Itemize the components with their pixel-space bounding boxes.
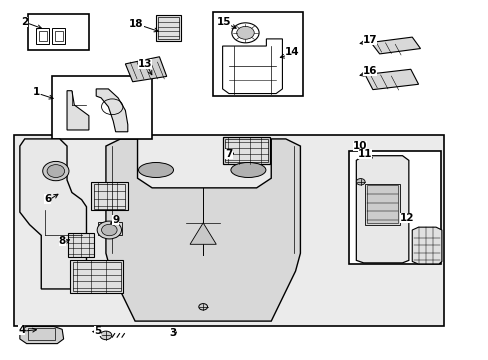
Text: 6: 6 [44, 194, 51, 203]
Text: 11: 11 [357, 149, 371, 159]
Circle shape [47, 165, 64, 177]
Text: 8: 8 [59, 237, 66, 247]
Bar [98, 222, 122, 235]
Text: 3: 3 [168, 328, 176, 338]
Bar [39, 31, 46, 41]
Text: 2: 2 [21, 17, 28, 27]
Bar [158, 17, 179, 39]
Polygon shape [356, 156, 408, 263]
Bar [366, 185, 397, 223]
Ellipse shape [230, 162, 265, 177]
Circle shape [100, 331, 112, 340]
Text: 10: 10 [352, 141, 366, 151]
Circle shape [97, 221, 121, 239]
Circle shape [102, 224, 117, 236]
Bar [91, 182, 127, 210]
Bar [348, 152, 441, 264]
Bar [73, 262, 120, 291]
Circle shape [42, 161, 69, 181]
Bar [365, 184, 399, 225]
Bar [28, 328, 55, 340]
Bar [156, 15, 181, 41]
Ellipse shape [138, 162, 173, 177]
Bar [14, 135, 443, 327]
Polygon shape [20, 139, 86, 289]
Bar [212, 12, 302, 96]
Text: 17: 17 [362, 35, 376, 45]
Polygon shape [411, 227, 441, 264]
Polygon shape [20, 327, 63, 343]
Text: 13: 13 [137, 59, 152, 69]
Bar [55, 31, 62, 41]
Text: 9: 9 [112, 215, 119, 225]
Text: 5: 5 [94, 326, 101, 336]
Polygon shape [365, 69, 418, 90]
Text: 14: 14 [284, 47, 299, 57]
Bar [68, 233, 94, 257]
Polygon shape [96, 89, 127, 132]
Polygon shape [106, 139, 300, 321]
Bar [28, 14, 89, 50]
Bar [70, 260, 122, 293]
Text: 18: 18 [129, 18, 143, 28]
Bar [52, 28, 65, 44]
Bar [94, 184, 125, 208]
Bar [36, 28, 49, 44]
Circle shape [199, 303, 207, 310]
Polygon shape [125, 57, 166, 82]
Bar [222, 137, 270, 164]
Text: 16: 16 [362, 66, 376, 76]
Circle shape [236, 26, 254, 39]
Polygon shape [190, 223, 216, 244]
Text: 1: 1 [33, 87, 40, 98]
Text: 15: 15 [216, 17, 231, 27]
Polygon shape [67, 91, 89, 130]
Polygon shape [370, 37, 420, 54]
Text: 4: 4 [18, 325, 25, 335]
Text: 12: 12 [399, 212, 414, 222]
Text: 7: 7 [225, 149, 232, 159]
Bar [224, 139, 268, 162]
Bar [52, 76, 152, 139]
Circle shape [356, 179, 365, 185]
